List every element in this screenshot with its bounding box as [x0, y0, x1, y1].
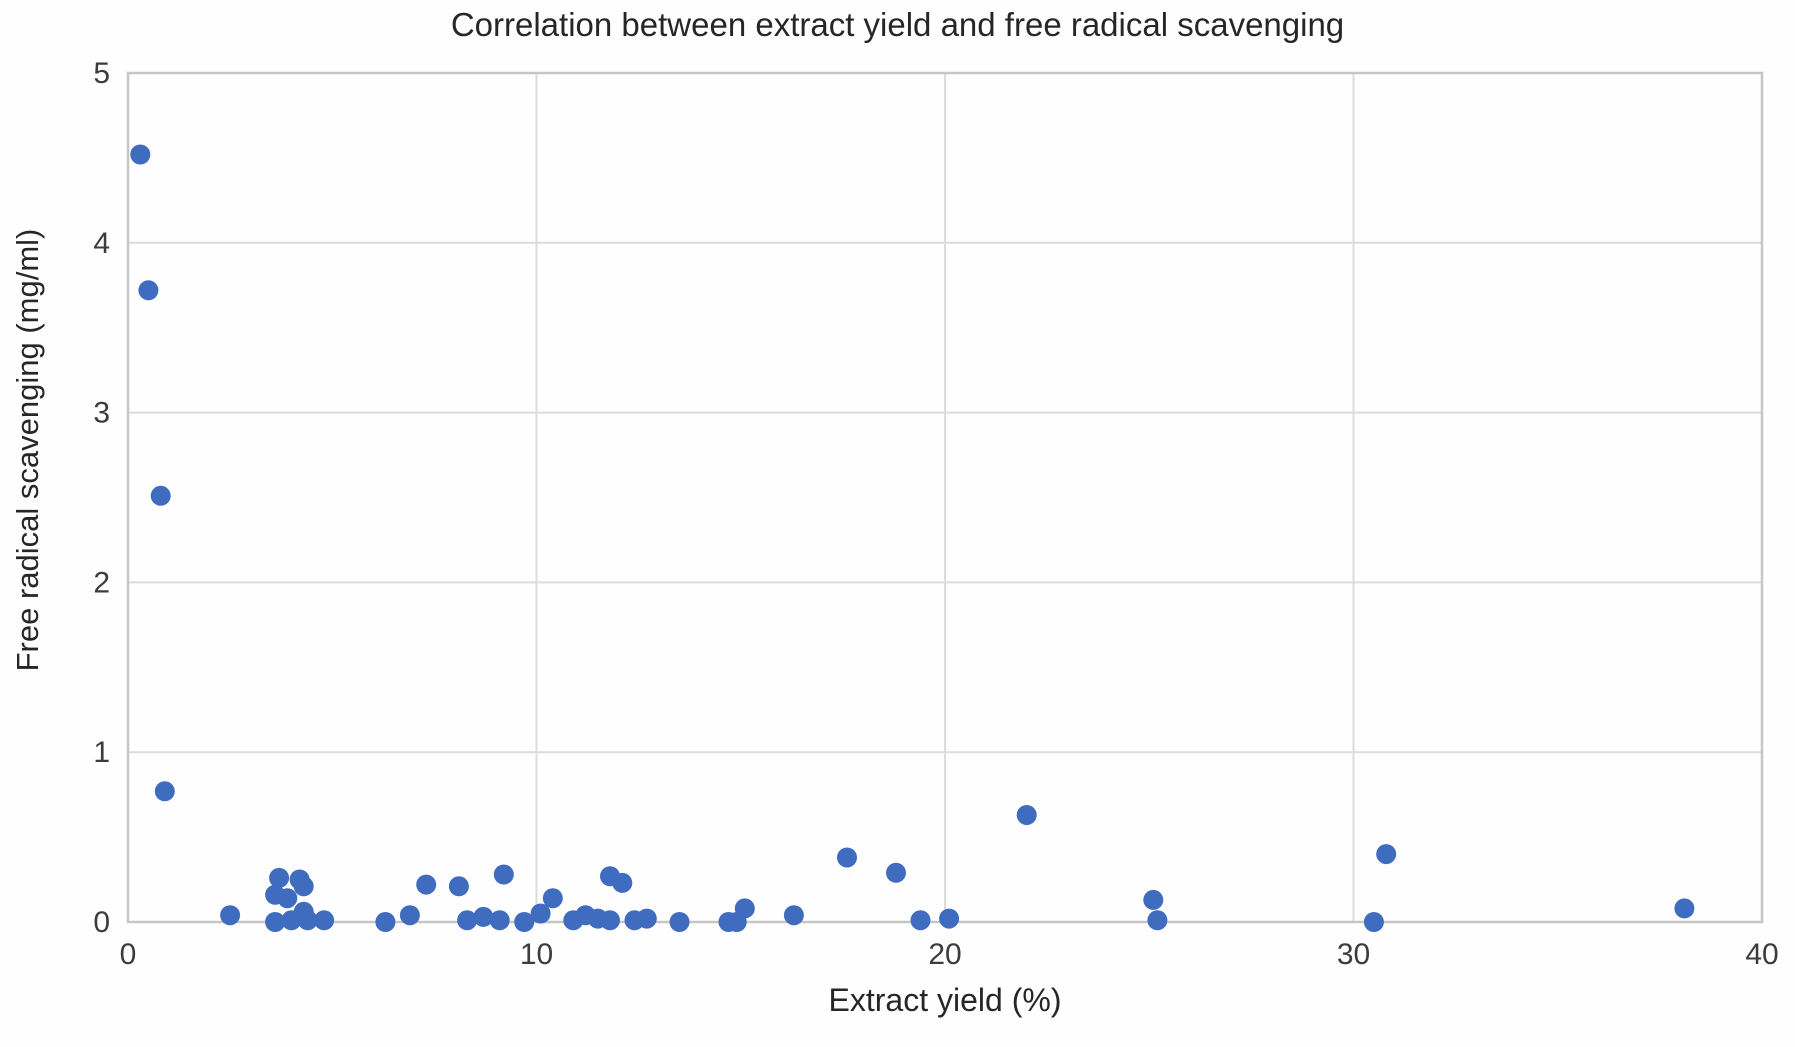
y-tick-label: 4	[93, 227, 110, 260]
y-tick-label: 2	[93, 566, 110, 599]
x-axis-label: Extract yield (%)	[828, 982, 1062, 1018]
x-tick-label: 30	[1337, 938, 1370, 971]
data-point	[939, 908, 960, 929]
x-tick-label: 40	[1745, 938, 1778, 971]
data-point	[130, 144, 151, 165]
data-point	[457, 910, 478, 931]
data-point	[783, 905, 804, 926]
data-point	[1143, 889, 1164, 910]
data-point	[138, 280, 159, 301]
data-point	[734, 898, 755, 919]
x-tick-label: 10	[520, 938, 553, 971]
data-point	[837, 847, 857, 868]
data-point	[669, 912, 690, 932]
data-point	[514, 912, 535, 932]
data-point	[493, 864, 514, 885]
data-point	[416, 874, 437, 895]
data-point	[542, 888, 563, 909]
y-tick-label: 5	[93, 57, 110, 90]
data-point	[265, 912, 286, 932]
data-point	[277, 888, 298, 909]
data-point	[886, 862, 906, 883]
data-point	[473, 906, 494, 927]
x-tick-label: 0	[120, 938, 137, 971]
data-point	[910, 910, 931, 931]
data-point	[1147, 910, 1168, 931]
data-point	[530, 903, 551, 924]
y-tick-label: 0	[93, 906, 110, 939]
data-point	[1016, 805, 1037, 825]
data-point	[220, 905, 241, 926]
data-point	[154, 781, 175, 802]
data-point	[150, 485, 171, 506]
data-point	[375, 912, 396, 932]
data-point	[297, 910, 318, 931]
data-point	[293, 876, 314, 897]
data-point	[399, 905, 420, 926]
data-point	[612, 872, 633, 893]
x-tick-label: 20	[928, 938, 961, 971]
data-point	[489, 910, 510, 931]
data-point	[636, 908, 657, 929]
data-point	[1674, 898, 1695, 919]
data-point	[448, 876, 469, 897]
data-point	[314, 910, 335, 931]
data-point	[269, 867, 290, 888]
chart-title: Correlation between extract yield and fr…	[450, 6, 1345, 43]
y-tick-label: 1	[93, 736, 110, 769]
data-point	[1376, 844, 1397, 865]
data-point	[1363, 912, 1384, 932]
data-point	[600, 910, 620, 931]
y-tick-label: 3	[93, 397, 110, 430]
